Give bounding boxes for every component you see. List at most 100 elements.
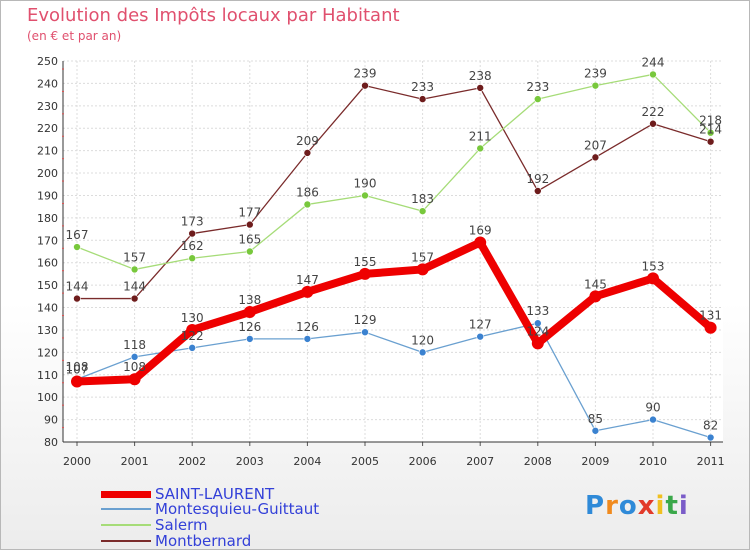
data-label-saint-laurent: 153: [642, 259, 665, 273]
point-salerm: [73, 243, 81, 251]
series-line-montesquieu-guittaut: [76, 322, 712, 439]
data-label-salerm: 167: [66, 228, 89, 242]
x-tick-label: 2001: [121, 455, 149, 468]
point-saint-laurent: [243, 306, 256, 319]
point-montbernard: [73, 294, 81, 303]
point-montbernard: [533, 187, 542, 195]
logo-letter: t: [665, 491, 679, 521]
point-montbernard: [246, 220, 254, 229]
point-salerm: [476, 144, 485, 153]
x-tick-label: 2011: [697, 455, 725, 468]
point-salerm: [418, 207, 427, 215]
data-label-montesquieu-guittaut: 133: [526, 304, 549, 318]
data-label-montesquieu-guittaut: 126: [296, 320, 319, 334]
x-tick-label: 2009: [581, 455, 609, 468]
point-saint-laurent: [531, 337, 544, 350]
data-label-montesquieu-guittaut: 127: [469, 318, 492, 332]
y-tick-label: 250: [37, 55, 58, 68]
point-salerm: [591, 81, 600, 90]
proxiti-logo: Proxiti: [585, 491, 689, 521]
y-tick-label: 170: [37, 234, 58, 247]
logo-letter: o: [618, 491, 638, 521]
point-salerm: [706, 128, 715, 137]
data-label-salerm: 239: [584, 67, 607, 81]
legend-label-saint-laurent: SAINT-LAURENT: [155, 485, 275, 503]
legend-label-montbernard: Montbernard: [155, 532, 252, 550]
data-label-saint-laurent: 157: [411, 250, 434, 264]
data-label-saint-laurent: 145: [584, 277, 607, 291]
data-label-saint-laurent: 107: [66, 362, 89, 376]
point-salerm: [533, 95, 542, 103]
data-label-montbernard: 207: [584, 138, 607, 152]
y-tick-label: 90: [44, 414, 58, 427]
x-tick-label: 2008: [524, 455, 552, 468]
point-saint-laurent: [71, 375, 83, 388]
point-montesquieu-guittaut: [476, 332, 485, 341]
legend-swatch-montbernard: [101, 540, 151, 542]
x-tick-label: 2004: [293, 455, 321, 468]
series-line-salerm: [76, 73, 712, 271]
point-montbernard: [303, 149, 312, 157]
point-salerm: [649, 70, 657, 79]
point-saint-laurent: [704, 321, 717, 334]
x-tick-label: 2005: [351, 455, 379, 468]
point-montesquieu-guittaut: [591, 426, 600, 435]
series-line-montbernard: [76, 85, 712, 300]
logo-letter: i: [678, 491, 689, 521]
data-label-montesquieu-guittaut: 126: [238, 320, 261, 334]
data-label-salerm: 183: [411, 192, 434, 206]
data-label-salerm: 162: [181, 239, 204, 253]
x-tick-label: 2010: [639, 455, 667, 468]
point-saint-laurent: [589, 290, 602, 303]
point-saint-laurent: [186, 323, 199, 336]
y-tick-label: 100: [37, 391, 58, 404]
point-saint-laurent: [474, 236, 487, 249]
point-salerm: [246, 247, 254, 256]
legend-swatch-salerm: [101, 524, 151, 526]
point-montesquieu-guittaut: [303, 335, 312, 343]
data-label-montbernard: 239: [354, 67, 377, 81]
point-montbernard: [591, 153, 600, 162]
x-tick-label: 2002: [178, 455, 206, 468]
y-tick-label: 140: [37, 302, 58, 315]
data-label-saint-laurent: 131: [699, 309, 722, 323]
legend-item-salerm: Salerm: [101, 516, 208, 534]
logo-letter: x: [637, 491, 656, 521]
x-tick-label: 2006: [409, 455, 437, 468]
plot-area: [63, 61, 723, 442]
data-label-salerm: 190: [354, 176, 377, 190]
point-montesquieu-guittaut: [361, 328, 369, 336]
data-label-montbernard: 192: [526, 172, 549, 186]
point-montbernard: [706, 137, 715, 146]
legend-item-saint-laurent: SAINT-LAURENT: [101, 485, 275, 503]
data-label-salerm: 218: [699, 114, 722, 128]
point-montesquieu-guittaut: [130, 353, 139, 361]
data-label-montbernard: 144: [66, 280, 89, 294]
point-montbernard: [649, 119, 657, 128]
point-montbernard: [476, 84, 485, 92]
y-tick-label: 220: [37, 122, 58, 135]
legend-swatch-saint-laurent: [101, 490, 151, 498]
data-label-saint-laurent: 155: [354, 255, 377, 269]
point-saint-laurent: [647, 272, 659, 285]
point-salerm: [361, 191, 369, 200]
logo-letter: P: [585, 491, 606, 521]
data-label-montesquieu-guittaut: 108: [66, 360, 89, 374]
point-saint-laurent: [416, 263, 429, 276]
y-tick-label: 150: [37, 279, 58, 292]
point-montbernard: [130, 294, 139, 303]
data-label-salerm: 157: [123, 250, 146, 264]
y-tick-label: 180: [37, 212, 58, 225]
point-montbernard: [188, 229, 196, 238]
x-tick-label: 2000: [63, 455, 91, 468]
chart-subtitle: (en € et par an): [27, 29, 122, 43]
legend-item-montesquieu-guittaut: Montesquieu-Guittaut: [101, 500, 319, 518]
y-tick-label: 200: [37, 167, 58, 180]
point-montesquieu-guittaut: [533, 319, 542, 328]
data-label-saint-laurent: 169: [469, 224, 492, 238]
data-label-saint-laurent: 130: [181, 311, 204, 325]
data-label-montbernard: 222: [642, 105, 665, 119]
data-label-saint-laurent: 124: [526, 324, 549, 338]
